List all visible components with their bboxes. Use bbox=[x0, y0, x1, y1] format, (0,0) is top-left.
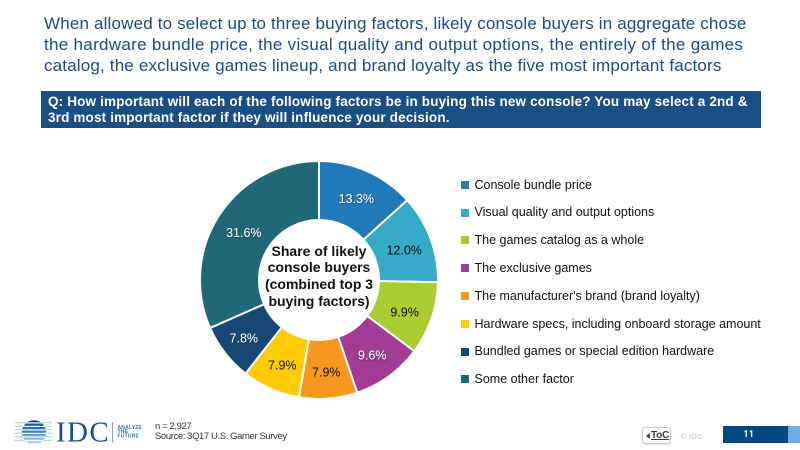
svg-text:IDC: IDC bbox=[56, 417, 110, 449]
svg-text:9.6%: 9.6% bbox=[358, 348, 387, 362]
svg-text:9.9%: 9.9% bbox=[390, 305, 419, 319]
svg-text:7.9%: 7.9% bbox=[268, 358, 297, 372]
svg-text:ANALYZE: ANALYZE bbox=[118, 425, 143, 431]
svg-text:7.8%: 7.8% bbox=[230, 331, 259, 345]
svg-text:12.0%: 12.0% bbox=[386, 243, 421, 257]
svg-text:13.3%: 13.3% bbox=[339, 192, 374, 206]
svg-text:7.9%: 7.9% bbox=[312, 365, 341, 379]
svg-text:THE: THE bbox=[118, 429, 129, 435]
svg-text:FUTURE: FUTURE bbox=[118, 434, 140, 440]
svg-text:31.6%: 31.6% bbox=[226, 226, 261, 240]
